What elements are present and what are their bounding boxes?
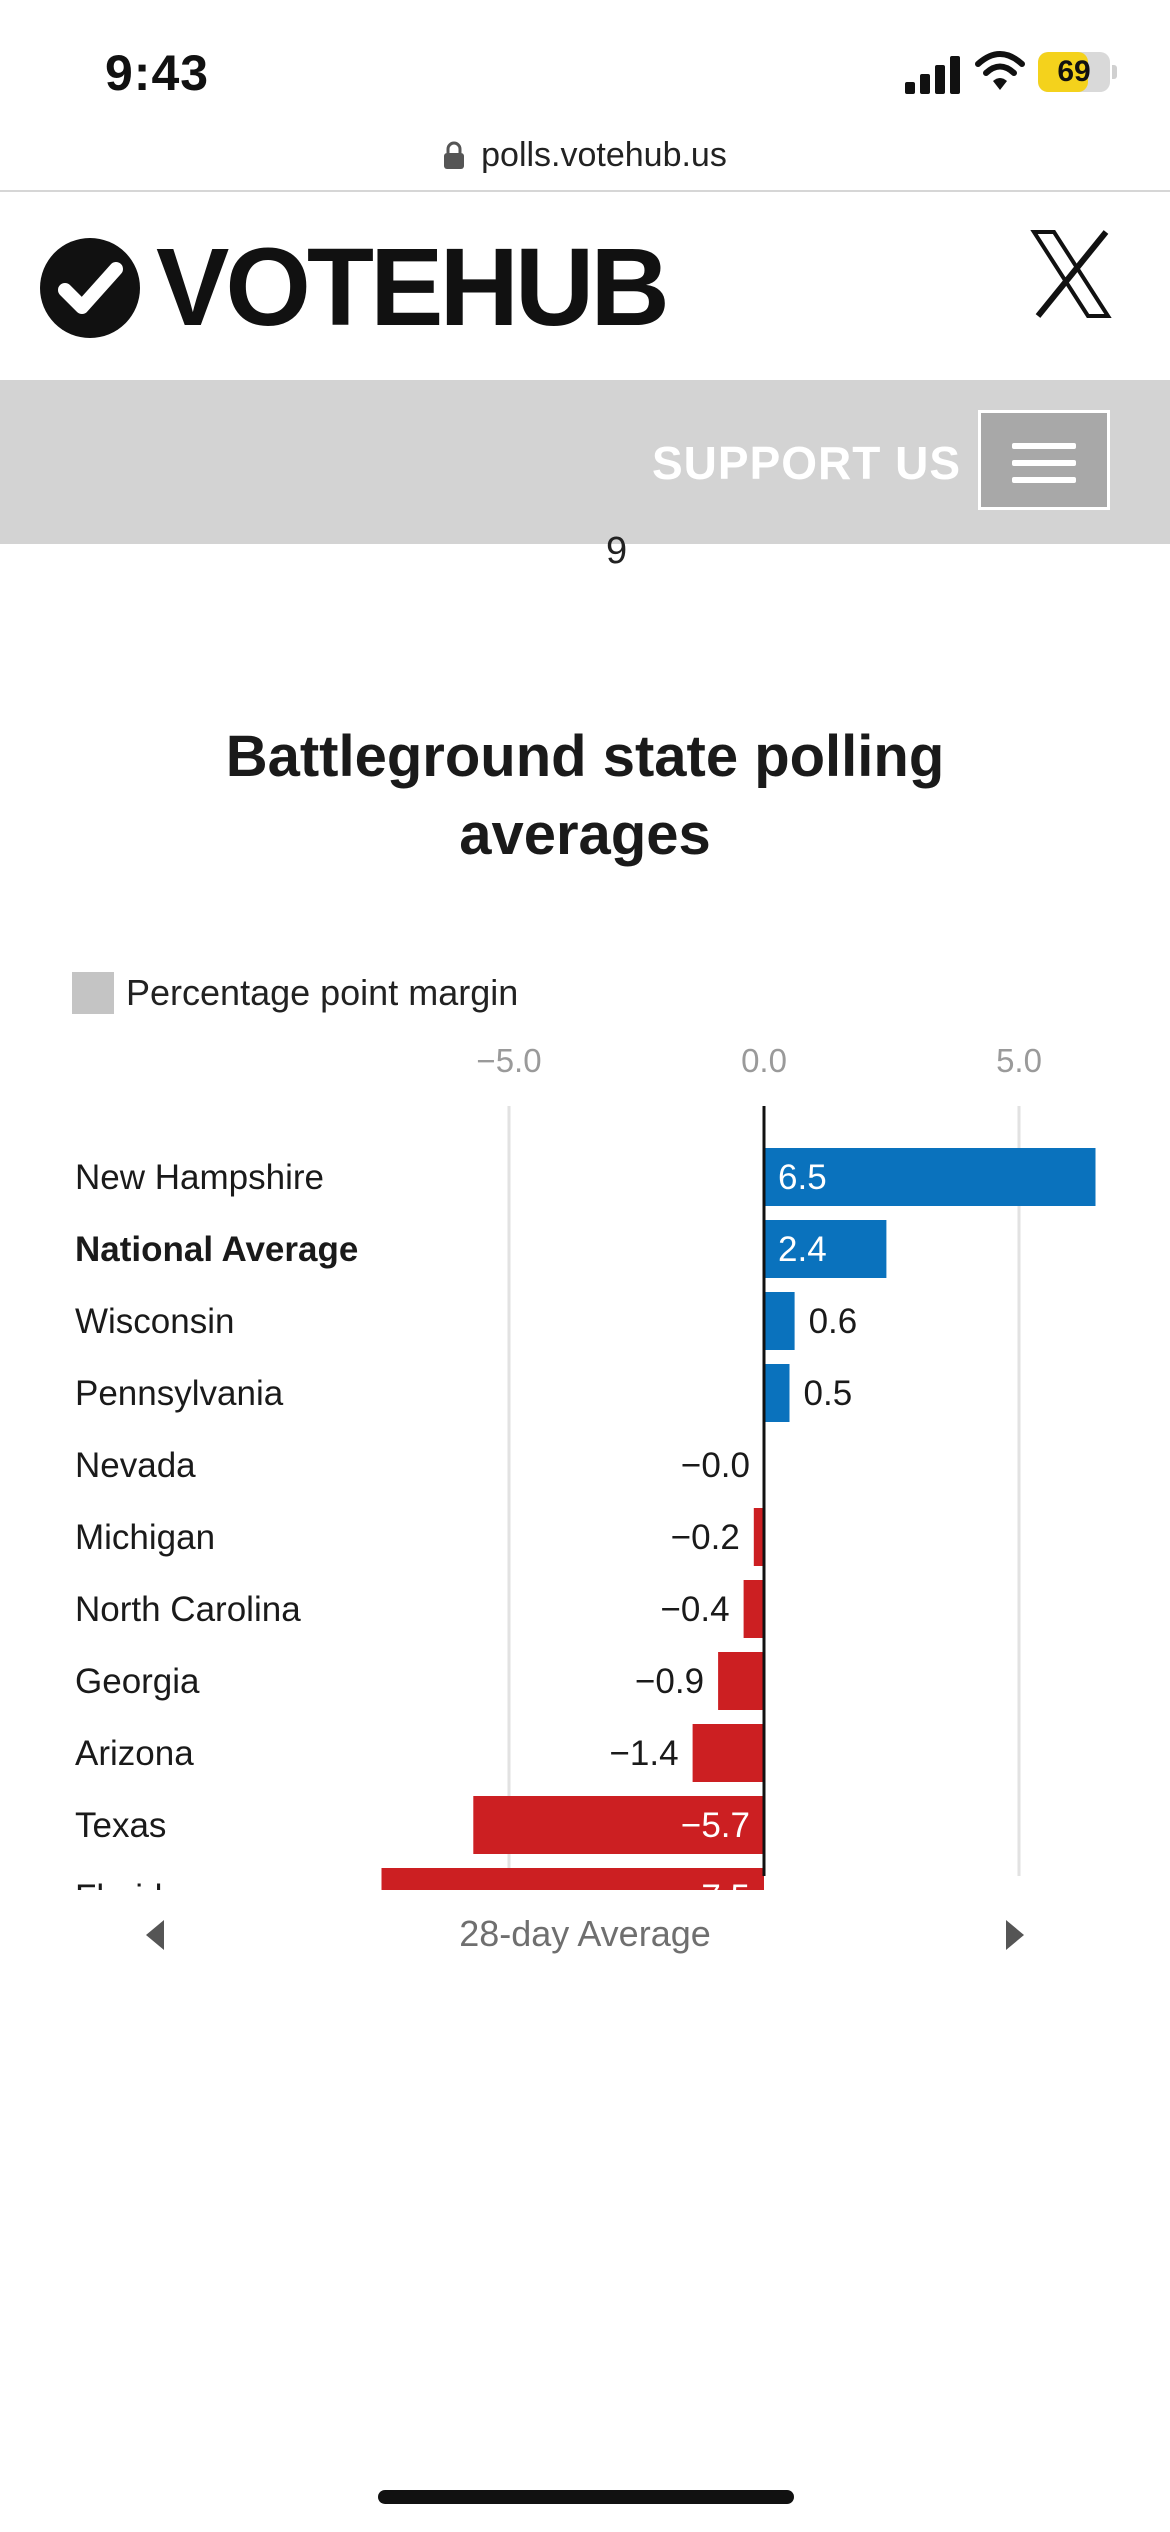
check-circle-icon: [40, 238, 140, 338]
category-label: Georgia: [75, 1662, 200, 1701]
bar-chart: −5.0 0.0 5.0 New Hampshire 6.5 National Avera…: [75, 1042, 1096, 1890]
x-tick-label: 0.0: [741, 1042, 787, 1079]
chart-title: Battleground state polling averages: [225, 724, 945, 867]
value-label: 6.5: [778, 1158, 827, 1197]
status-time: 9:43: [105, 45, 210, 101]
url-bar[interactable]: polls.votehub.us: [0, 120, 1170, 192]
x-tick-label: −5.0: [476, 1042, 541, 1079]
bar: [764, 1292, 795, 1350]
scrolled-content-fragment: 9: [606, 530, 628, 572]
category-label: Arizona: [75, 1734, 194, 1773]
category-label: Texas: [75, 1806, 166, 1845]
lock-icon: [444, 141, 465, 169]
caret-right-icon[interactable]: [1006, 1920, 1024, 1950]
caret-left-icon[interactable]: [146, 1920, 164, 1950]
category-label: Florida: [75, 1878, 183, 1890]
category-label: North Carolina: [75, 1590, 301, 1629]
bar: [753, 1508, 764, 1566]
hamburger-menu-icon[interactable]: [978, 410, 1110, 510]
support-us-link[interactable]: SUPPORT US: [652, 437, 962, 489]
battery-level: 69: [1057, 55, 1091, 88]
period-label: 28-day Average: [459, 1913, 711, 1954]
bar: [764, 1364, 790, 1422]
bar: [718, 1652, 764, 1710]
bar: [743, 1580, 764, 1638]
bar: [381, 1868, 764, 1890]
bar: [473, 1796, 764, 1854]
category-label: Pennsylvania: [75, 1374, 284, 1413]
site-header: VOTEHUB: [0, 194, 1170, 380]
value-label: 2.4: [778, 1230, 827, 1269]
battery-icon: 69: [1038, 52, 1117, 92]
legend-label: Percentage point margin: [126, 972, 519, 1013]
value-label: 0.5: [804, 1374, 853, 1413]
category-label: Nevada: [75, 1446, 196, 1485]
logo[interactable]: VOTEHUB: [38, 226, 670, 349]
bar: [692, 1724, 764, 1782]
value-label: 0.6: [809, 1302, 858, 1341]
bar: [764, 1220, 887, 1278]
value-label: −0.9: [635, 1662, 704, 1701]
category-label: National Average: [75, 1230, 358, 1269]
category-label: Wisconsin: [75, 1302, 234, 1341]
logo-text: VOTEHUB: [156, 226, 670, 349]
chart-legend: Percentage point margin: [72, 972, 518, 1014]
value-label: −1.4: [609, 1734, 678, 1773]
home-indicator: [378, 2490, 794, 2504]
value-label: −0.4: [660, 1590, 729, 1629]
nav-bar: SUPPORT US: [0, 380, 1170, 544]
period-nav: 28-day Average: [0, 1905, 1170, 1965]
x-tick-label: 5.0: [996, 1042, 1042, 1079]
value-label: −0.2: [671, 1518, 740, 1557]
value-label: −0.0: [681, 1446, 750, 1485]
bar: [764, 1148, 1096, 1206]
status-bar: 9:43 69: [0, 0, 1170, 130]
category-label: Michigan: [75, 1518, 215, 1557]
category-label: New Hampshire: [75, 1158, 324, 1197]
url-text: polls.votehub.us: [481, 135, 727, 174]
signal-icon: [905, 56, 960, 94]
legend-swatch: [72, 972, 114, 1014]
x-icon[interactable]: [1030, 228, 1112, 320]
value-label: −5.7: [681, 1806, 750, 1845]
wifi-icon: [975, 51, 1025, 90]
value-label: −7.5: [681, 1878, 750, 1890]
